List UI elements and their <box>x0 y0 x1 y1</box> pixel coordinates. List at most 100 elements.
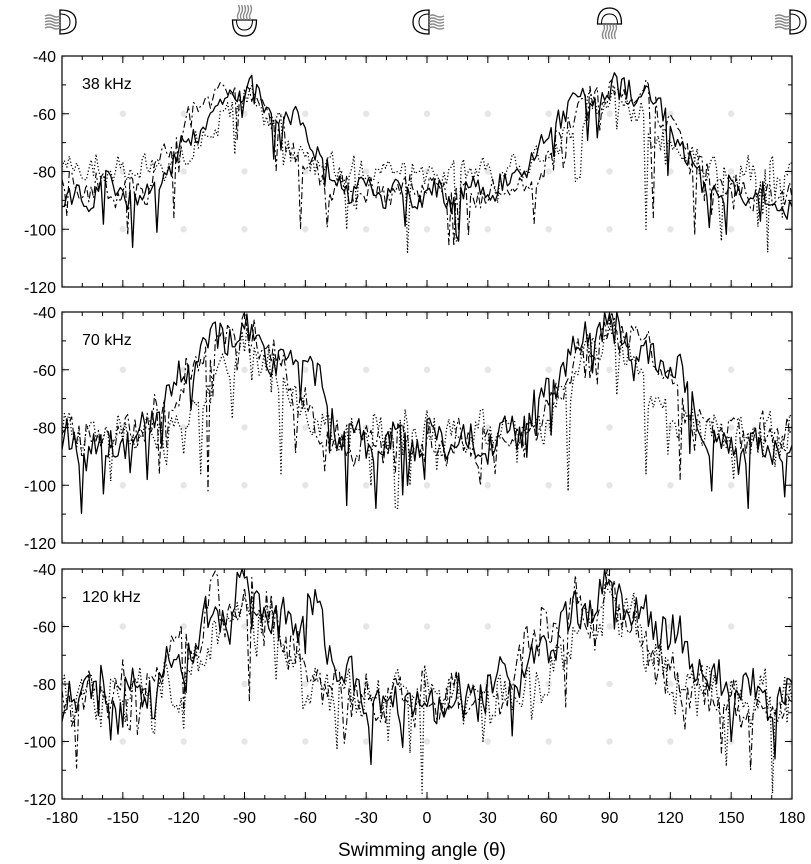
tentacle <box>236 4 241 21</box>
tentacle <box>610 23 615 40</box>
x-tick-label: -30 <box>355 810 378 827</box>
background-markers <box>62 569 792 799</box>
tentacle <box>44 17 61 21</box>
grid-marker <box>545 482 552 489</box>
grid-marker <box>241 482 248 489</box>
tentacle <box>44 20 61 24</box>
grid-marker <box>788 795 792 799</box>
x-axis-title: Swimming angle (θ) <box>338 840 506 861</box>
grid-marker <box>362 482 370 489</box>
grid-marker <box>606 482 613 489</box>
tentacle <box>239 4 244 21</box>
y-tick-label: -100 <box>24 735 56 752</box>
bell-shape <box>789 9 807 35</box>
y-tick-label: -120 <box>24 792 56 809</box>
orientation-icons <box>44 4 807 40</box>
series-group <box>62 569 792 794</box>
grid-marker <box>62 539 66 543</box>
series-line-dotted <box>62 84 792 253</box>
grid-marker <box>302 424 309 431</box>
grid-marker <box>180 482 187 489</box>
tentacle <box>613 23 618 40</box>
grid-marker <box>119 482 127 489</box>
grid-marker <box>484 110 492 117</box>
grid-marker <box>362 168 370 175</box>
grid-marker <box>727 110 735 117</box>
grid-marker <box>484 424 492 431</box>
grid-marker <box>788 56 792 60</box>
grid-marker <box>302 226 309 233</box>
grid-marker <box>727 366 735 373</box>
tentacle <box>428 17 445 21</box>
grid-marker <box>484 623 492 630</box>
grid-marker <box>606 168 613 175</box>
grid-marker <box>119 226 127 233</box>
y-tick-label: -120 <box>24 536 56 553</box>
bell-shape <box>231 19 258 37</box>
grid-marker <box>727 623 735 630</box>
series-line-dashed <box>62 312 792 492</box>
grid-marker <box>302 482 309 489</box>
grid-marker <box>362 623 370 630</box>
tentacle <box>242 4 247 21</box>
background-markers <box>62 56 792 287</box>
grid-marker <box>180 168 187 175</box>
chart-panel: -40 -60 -80 -100 -120 70 kHz <box>24 305 793 553</box>
grid-marker <box>667 226 674 233</box>
grid-marker <box>606 366 613 373</box>
grid-marker <box>119 366 127 373</box>
grid-marker <box>62 56 66 60</box>
bell-shape <box>412 9 430 35</box>
grid-marker <box>241 738 248 745</box>
grid-marker <box>62 312 66 316</box>
grid-marker <box>180 738 187 745</box>
y-tick-label: -60 <box>33 363 56 380</box>
grid-marker <box>241 623 248 630</box>
grid-marker <box>727 424 735 431</box>
grid-marker <box>545 366 552 373</box>
series-line-solid <box>62 72 792 249</box>
bell-shape <box>596 7 623 25</box>
x-tick-label: -60 <box>294 810 317 827</box>
series-line-dashed <box>62 569 792 771</box>
grid-marker <box>62 569 66 573</box>
x-tick-label: 180 <box>779 810 806 827</box>
jellyfish-icon <box>44 9 77 35</box>
y-tick-label: -40 <box>33 305 56 322</box>
tentacle <box>44 23 61 27</box>
grid-marker <box>180 424 187 431</box>
series-line-solid <box>62 569 792 766</box>
jellyfish-icon <box>596 7 623 40</box>
bell-inner <box>59 13 71 31</box>
grid-marker <box>667 482 674 489</box>
grid-marker <box>62 283 66 287</box>
grid-marker <box>119 110 127 117</box>
x-tick-label: -120 <box>168 810 200 827</box>
grid-marker <box>545 110 552 117</box>
grid-marker <box>362 226 370 233</box>
grid-marker <box>119 623 127 630</box>
bell-inner <box>789 13 801 31</box>
grid-marker <box>241 226 248 233</box>
y-tick-label: -60 <box>33 107 56 124</box>
grid-marker <box>606 110 613 117</box>
jellyfish-icon <box>412 9 445 35</box>
tentacle <box>774 14 791 18</box>
grid-marker <box>362 110 370 117</box>
grid-marker <box>484 168 492 175</box>
grid-marker <box>180 110 187 117</box>
series-group <box>62 72 792 253</box>
tentacle <box>604 23 609 40</box>
grid-marker <box>545 168 552 175</box>
tentacle <box>601 23 606 40</box>
grid-marker <box>423 226 431 233</box>
x-tick-label: 90 <box>601 810 619 827</box>
grid-marker <box>667 110 674 117</box>
grid-marker <box>606 738 613 745</box>
tentacle <box>428 26 445 30</box>
grid-marker <box>484 226 492 233</box>
series-line-dotted <box>62 583 792 794</box>
grid-marker <box>727 226 735 233</box>
grid-marker <box>180 366 187 373</box>
